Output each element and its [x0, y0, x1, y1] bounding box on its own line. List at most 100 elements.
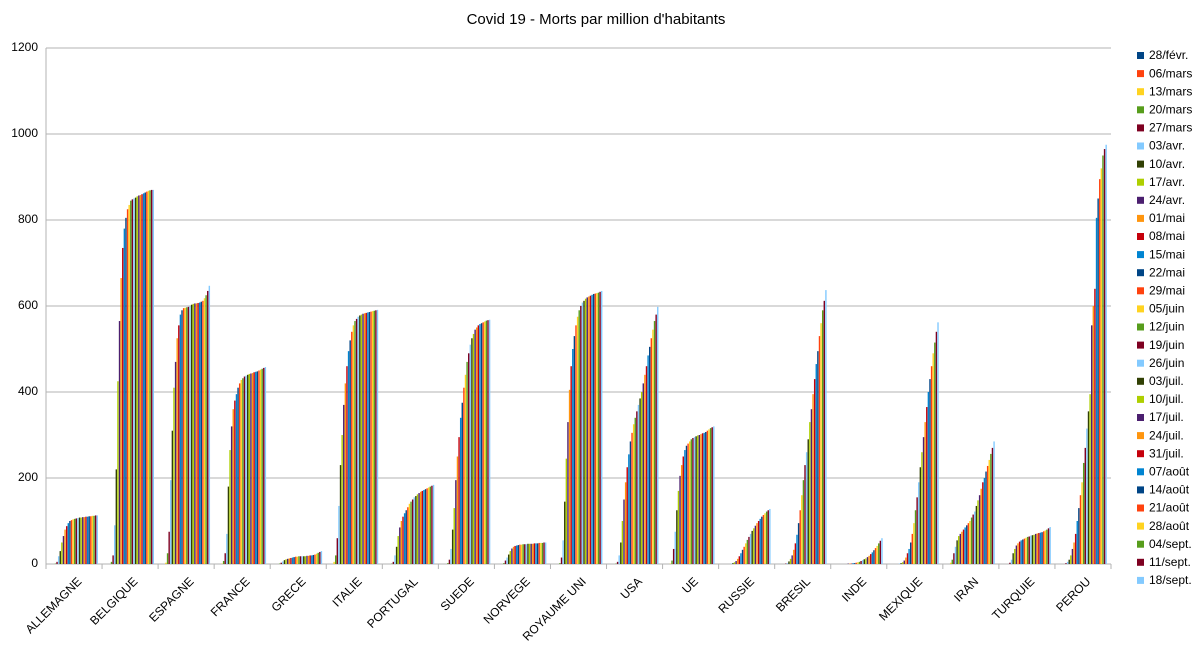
bar	[988, 459, 990, 564]
bar	[229, 450, 231, 564]
bar	[1086, 428, 1088, 564]
bar	[152, 189, 154, 564]
bar	[468, 353, 470, 564]
bar	[621, 521, 624, 564]
bar	[908, 548, 910, 564]
bar	[264, 367, 267, 564]
legend-label: 13/mars	[1149, 84, 1192, 98]
bar	[255, 371, 257, 564]
bar	[77, 517, 79, 564]
bar	[977, 500, 979, 564]
bar	[631, 432, 633, 564]
bar	[115, 469, 118, 564]
bar	[456, 456, 459, 564]
bar	[628, 454, 630, 564]
bar	[56, 561, 58, 564]
bar	[524, 544, 526, 564]
bar	[1018, 541, 1021, 564]
legend-swatch	[1137, 106, 1144, 114]
bar	[743, 546, 745, 564]
bar	[970, 517, 973, 564]
bar	[363, 313, 366, 564]
bar	[991, 447, 994, 564]
bar	[652, 329, 654, 564]
bar	[428, 487, 430, 564]
bar	[765, 511, 768, 564]
bar	[799, 510, 801, 564]
bar	[362, 313, 364, 564]
bar	[80, 517, 82, 564]
bar	[737, 558, 739, 564]
bar	[464, 374, 467, 564]
bar	[903, 560, 905, 564]
bar	[509, 551, 511, 564]
bar	[657, 306, 659, 564]
legend-label: 11/sept.	[1149, 555, 1191, 569]
legend-swatch	[1137, 323, 1144, 331]
bar	[924, 422, 926, 564]
legend-swatch	[1137, 395, 1144, 403]
bar	[240, 379, 242, 564]
bar	[680, 465, 683, 564]
bar	[1025, 537, 1027, 564]
bar	[687, 443, 689, 564]
bar	[906, 553, 909, 564]
bar	[642, 383, 644, 564]
bar	[247, 374, 249, 564]
bar	[203, 298, 206, 564]
bar	[741, 549, 744, 564]
bar	[171, 430, 174, 564]
bar	[701, 433, 704, 564]
bar	[463, 387, 465, 564]
bar	[298, 556, 300, 564]
legend-label: 20/mars	[1149, 102, 1192, 116]
bar	[616, 561, 619, 564]
bar	[629, 441, 632, 564]
bar	[855, 562, 857, 564]
legend-label: 15/mai	[1149, 247, 1185, 261]
bar	[679, 475, 681, 564]
bar	[238, 383, 241, 564]
bar	[319, 551, 321, 564]
bar	[178, 325, 180, 564]
bar	[559, 563, 561, 564]
bar	[146, 191, 148, 564]
legend-swatch	[1137, 305, 1144, 313]
bar	[59, 551, 61, 564]
bar	[194, 303, 196, 564]
bar	[1065, 563, 1067, 564]
bar	[303, 556, 305, 564]
bar	[578, 310, 580, 564]
bar	[525, 544, 528, 564]
bar	[1068, 559, 1070, 564]
bar	[913, 523, 915, 564]
bar	[333, 561, 335, 564]
bar	[535, 543, 537, 564]
legend-swatch	[1137, 70, 1144, 78]
bar	[762, 514, 765, 564]
bar	[312, 554, 315, 564]
bar	[506, 557, 508, 564]
bar	[990, 453, 992, 564]
bar	[599, 291, 601, 564]
bar	[1099, 179, 1101, 564]
bar	[703, 432, 705, 564]
bar	[192, 303, 194, 564]
bar	[458, 437, 460, 564]
bar	[596, 293, 598, 564]
bar	[980, 488, 982, 564]
legend-swatch	[1137, 377, 1144, 385]
bar	[202, 300, 204, 564]
bar	[83, 517, 86, 564]
bar	[815, 364, 817, 564]
bar	[1078, 508, 1080, 564]
bar	[90, 516, 92, 564]
bar	[360, 314, 363, 564]
bar	[797, 523, 800, 564]
bar	[339, 465, 342, 564]
bar	[538, 542, 540, 564]
bar	[560, 557, 563, 564]
bar	[805, 452, 808, 564]
bar	[692, 438, 694, 564]
legend-swatch	[1137, 414, 1144, 421]
